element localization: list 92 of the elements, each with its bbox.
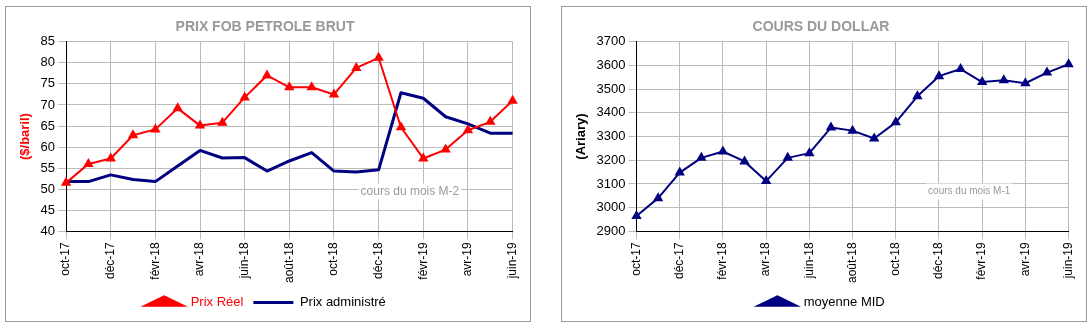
point bbox=[956, 64, 966, 73]
x-tick-label: déc-18 bbox=[931, 241, 946, 279]
x-tick-label: juin-19 bbox=[1060, 241, 1075, 280]
x-tick-label: févr-18 bbox=[715, 241, 730, 280]
point bbox=[463, 125, 473, 134]
point bbox=[374, 52, 384, 61]
point bbox=[848, 125, 858, 134]
point bbox=[761, 176, 771, 185]
y-tick-label: 85 bbox=[40, 33, 56, 49]
y-tick-label: 50 bbox=[40, 180, 56, 196]
annotation: cours du mois M-2 bbox=[360, 183, 460, 198]
point bbox=[869, 133, 879, 142]
point bbox=[999, 75, 1009, 84]
y-tick-label: 55 bbox=[40, 159, 56, 175]
point bbox=[195, 120, 205, 129]
x-tick-label: avr-18 bbox=[758, 241, 773, 277]
x-tick-label: juin-19 bbox=[504, 241, 519, 280]
point bbox=[441, 144, 451, 153]
point bbox=[653, 193, 663, 202]
x-tick-label: oct-17 bbox=[58, 241, 73, 276]
point bbox=[804, 148, 814, 157]
point bbox=[307, 82, 317, 91]
x-tick-label: déc-17 bbox=[672, 241, 687, 279]
x-tick-label: juin-18 bbox=[801, 241, 816, 280]
point bbox=[61, 177, 71, 186]
point bbox=[173, 103, 183, 112]
x-tick-label: déc-17 bbox=[103, 241, 118, 279]
point bbox=[632, 210, 641, 219]
legend-label: Prix administré bbox=[299, 294, 386, 310]
y-tick-label: 70 bbox=[40, 96, 56, 112]
chart-title: COURS DU DOLLAR bbox=[752, 18, 890, 35]
legend-label: Prix Réel bbox=[190, 294, 244, 310]
point bbox=[329, 89, 339, 98]
y-tick-label: 40 bbox=[40, 222, 56, 238]
point bbox=[675, 167, 685, 176]
x-tick-label: févr-18 bbox=[147, 241, 162, 280]
point bbox=[718, 146, 728, 155]
point bbox=[262, 70, 272, 79]
point bbox=[912, 91, 922, 100]
y-tick-label: 3100 bbox=[596, 175, 626, 191]
x-tick-label: oct-18 bbox=[888, 241, 903, 276]
x-tick-label: févr-19 bbox=[415, 241, 430, 280]
point bbox=[485, 116, 495, 125]
point bbox=[396, 122, 406, 131]
point bbox=[418, 153, 428, 162]
chart-title: PRIX FOB PETROLE BRUT bbox=[175, 18, 355, 35]
y-tick-label: 60 bbox=[40, 138, 56, 154]
point bbox=[284, 82, 294, 91]
point bbox=[1042, 67, 1052, 76]
point bbox=[1064, 59, 1074, 68]
point bbox=[106, 153, 116, 162]
x-tick-label: févr-19 bbox=[974, 241, 989, 280]
point bbox=[240, 92, 250, 101]
point bbox=[891, 117, 901, 126]
point bbox=[783, 152, 793, 161]
x-tick-label: oct-18 bbox=[326, 241, 341, 276]
y-tick-label: 3500 bbox=[596, 80, 626, 96]
y-tick-label: 3600 bbox=[596, 57, 626, 73]
y-tick-label: 3000 bbox=[596, 199, 626, 215]
point bbox=[351, 62, 361, 71]
y-tick-label: 3300 bbox=[596, 128, 626, 144]
point bbox=[508, 95, 518, 104]
point bbox=[150, 124, 160, 133]
y-tick-label: 3200 bbox=[596, 151, 626, 167]
annotation: cours du mois M-1 bbox=[928, 185, 1011, 197]
x-tick-label: juin-18 bbox=[236, 241, 251, 280]
point bbox=[977, 77, 987, 86]
y-tick-label: 3400 bbox=[596, 104, 626, 120]
y-tick-label: 2900 bbox=[596, 222, 626, 238]
x-tick-label: avr-18 bbox=[192, 241, 207, 277]
x-tick-label: août-18 bbox=[844, 241, 859, 283]
point bbox=[740, 156, 749, 165]
point bbox=[696, 152, 706, 161]
y-tick-label: 80 bbox=[40, 54, 56, 70]
y-tick-label: 45 bbox=[40, 201, 56, 217]
x-tick-label: oct-17 bbox=[628, 241, 643, 276]
x-tick-label: déc-18 bbox=[370, 241, 385, 279]
x-tick-label: août-18 bbox=[281, 241, 296, 283]
y-tick-label: 65 bbox=[40, 117, 56, 133]
point bbox=[217, 117, 227, 126]
y-tick-label: 75 bbox=[40, 75, 56, 91]
legend-label: moyenne MID bbox=[803, 294, 885, 310]
x-tick-label: avr-19 bbox=[460, 241, 475, 277]
point bbox=[934, 71, 944, 80]
y-tick-label: 3700 bbox=[596, 33, 626, 49]
y-axis-title: (Ariary) bbox=[573, 113, 589, 160]
point bbox=[1020, 78, 1030, 87]
point bbox=[826, 122, 836, 131]
y-axis-title: ($/baril) bbox=[17, 113, 33, 161]
point bbox=[128, 130, 138, 139]
point bbox=[83, 158, 93, 167]
x-tick-label: avr-19 bbox=[1017, 241, 1032, 277]
